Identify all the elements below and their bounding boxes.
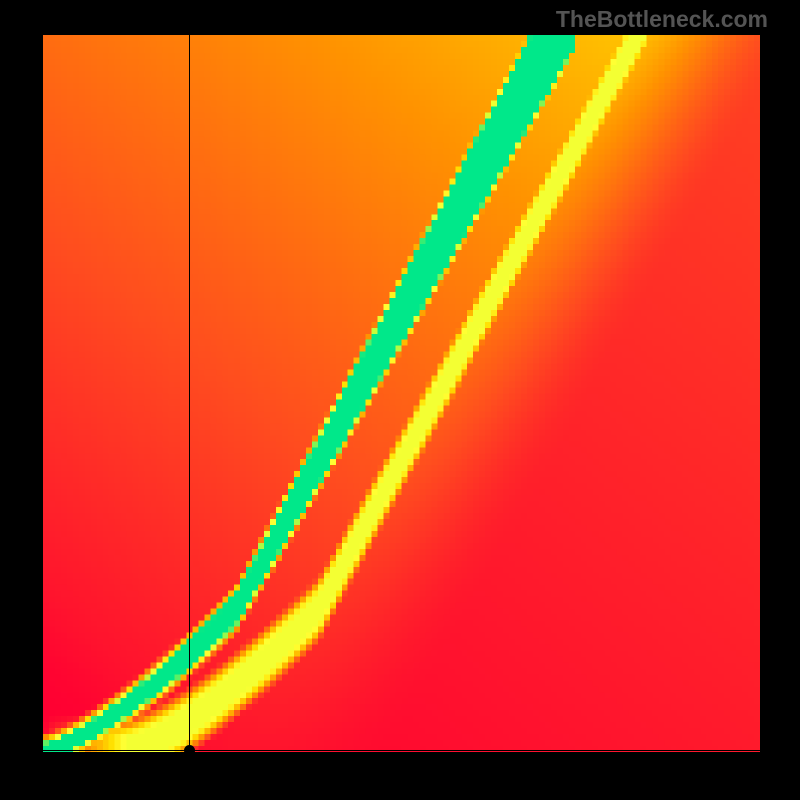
- crosshair-marker: [184, 745, 195, 756]
- crosshair-horizontal: [43, 750, 760, 751]
- bottleneck-heatmap: [43, 35, 760, 752]
- crosshair-vertical: [189, 35, 190, 752]
- watermark-text: TheBottleneck.com: [556, 6, 768, 33]
- chart-container: TheBottleneck.com: [0, 0, 800, 800]
